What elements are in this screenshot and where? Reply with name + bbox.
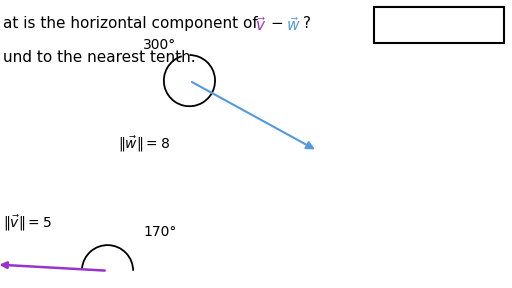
Text: $\|\vec{w}\| = 8$: $\|\vec{w}\| = 8$ bbox=[118, 134, 170, 154]
Text: at is the horizontal component of: at is the horizontal component of bbox=[3, 16, 262, 31]
Text: $\|\vec{v}\| = 5$: $\|\vec{v}\| = 5$ bbox=[3, 214, 51, 233]
Text: $\vec{w}$: $\vec{w}$ bbox=[286, 16, 300, 34]
Text: und to the nearest tenth.: und to the nearest tenth. bbox=[3, 50, 195, 65]
Text: $\vec{v}$: $\vec{v}$ bbox=[255, 16, 266, 34]
FancyBboxPatch shape bbox=[374, 7, 504, 43]
Text: 300°: 300° bbox=[143, 38, 177, 52]
Text: −: − bbox=[270, 16, 283, 31]
Text: 170°: 170° bbox=[143, 225, 177, 239]
Text: ?: ? bbox=[303, 16, 311, 31]
